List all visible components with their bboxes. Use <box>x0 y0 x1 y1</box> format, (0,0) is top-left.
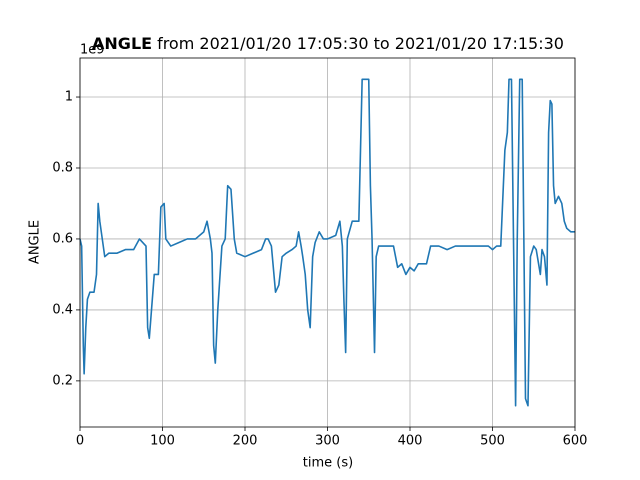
title-variable: ANGLE <box>92 34 152 53</box>
x-tick-label: 300 <box>315 434 340 449</box>
y-offset-label: 1e9 <box>80 43 105 58</box>
y-tick-label: 0.4 <box>52 302 73 317</box>
y-tick-label: 0.8 <box>52 160 73 175</box>
y-tick-label: 0.6 <box>52 231 73 246</box>
x-tick-label: 500 <box>480 434 505 449</box>
title-range: from 2021/01/20 17:05:30 to 2021/01/20 1… <box>157 34 564 53</box>
x-tick-label: 400 <box>398 434 423 449</box>
x-tick-label: 100 <box>150 434 175 449</box>
chart-title: ANGLE from 2021/01/20 17:05:30 to 2021/01… <box>92 34 564 53</box>
x-tick-label: 200 <box>233 434 258 449</box>
data-line <box>79 78 575 407</box>
y-axis-label: ANGLE <box>28 220 43 264</box>
x-axis-label: time (s) <box>303 456 353 471</box>
x-tick-label: 600 <box>563 434 588 449</box>
plot-frame <box>79 57 576 428</box>
y-tick-label: 0.2 <box>52 373 73 388</box>
y-tick-label: 1 <box>65 90 73 105</box>
x-tick-label: 0 <box>76 434 84 449</box>
